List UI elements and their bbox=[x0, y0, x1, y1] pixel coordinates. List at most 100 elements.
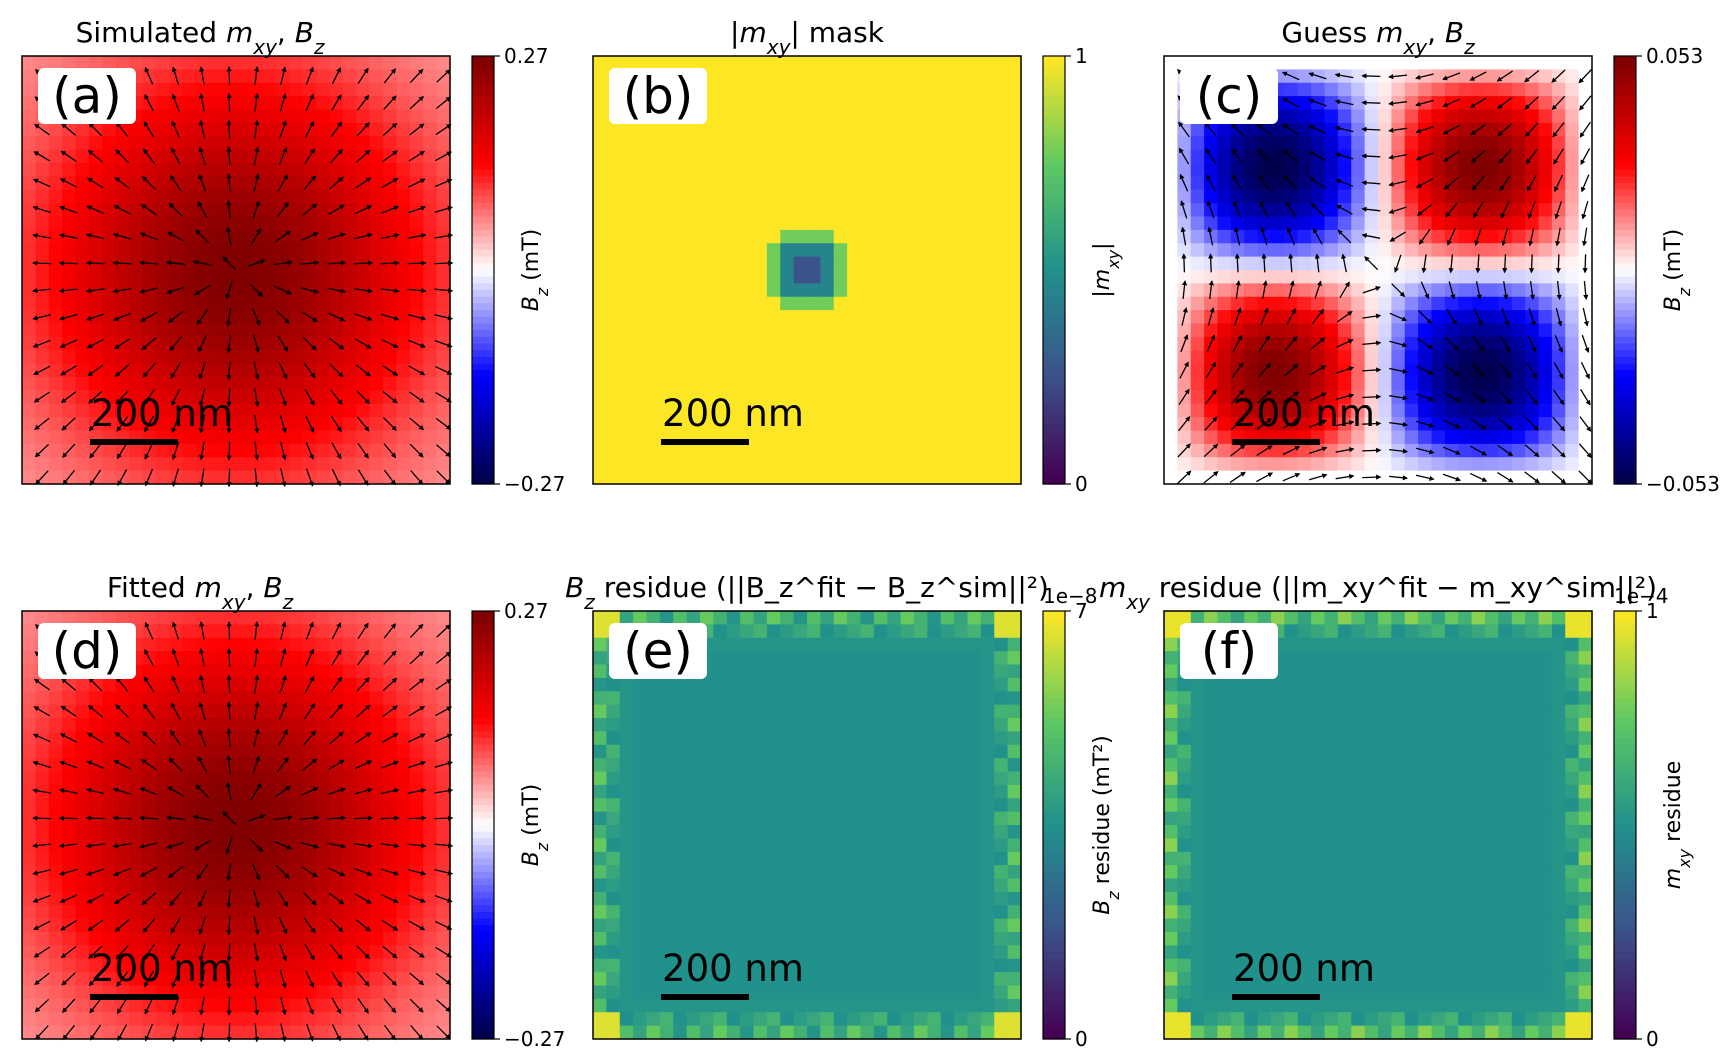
heatmap-cell bbox=[726, 350, 741, 365]
heatmap-cell bbox=[766, 69, 781, 84]
heatmap-cell bbox=[75, 122, 90, 137]
colorbar-segment bbox=[472, 296, 494, 305]
colorbar-segment bbox=[1614, 82, 1636, 91]
heatmap-cell bbox=[262, 744, 277, 759]
heatmap-cell bbox=[236, 136, 250, 151]
heatmap-cell bbox=[356, 296, 371, 311]
heatmap-cell bbox=[1485, 203, 1499, 218]
magnetization-arrow bbox=[1581, 227, 1588, 247]
heatmap-cell bbox=[262, 417, 277, 432]
magnetization-arrow bbox=[382, 390, 398, 404]
magnetization-arrow bbox=[355, 364, 371, 377]
heatmap-cell bbox=[1565, 283, 1580, 298]
heatmap-cell bbox=[1230, 403, 1245, 418]
heatmap-cell bbox=[753, 122, 768, 137]
heatmap-cell bbox=[289, 851, 304, 866]
magnetization-arrow bbox=[58, 233, 78, 239]
heatmap-cell bbox=[1311, 377, 1326, 391]
heatmap-cell bbox=[209, 918, 224, 933]
heatmap-cell bbox=[780, 256, 795, 271]
colorbar-segment bbox=[472, 290, 494, 298]
colorbar-segment bbox=[1614, 290, 1636, 298]
heatmap-cell bbox=[847, 163, 862, 177]
magnetization-arrow bbox=[143, 121, 155, 138]
heatmap-cell bbox=[807, 216, 821, 231]
magnetization-arrow bbox=[86, 313, 105, 321]
heatmap-cell bbox=[316, 651, 331, 666]
heatmap-cell bbox=[1297, 229, 1312, 244]
heatmap-cell bbox=[1511, 109, 1526, 124]
heatmap-cell bbox=[954, 109, 969, 124]
heatmap-cell bbox=[155, 798, 170, 813]
magnetization-arrow bbox=[171, 468, 179, 487]
magnetization-arrow bbox=[278, 147, 288, 165]
colorbar-segment bbox=[1043, 437, 1065, 445]
heatmap-cell bbox=[343, 958, 357, 973]
heatmap-cell bbox=[860, 270, 875, 284]
magnetization-arrow bbox=[1282, 124, 1300, 135]
heatmap-cell bbox=[1284, 243, 1299, 258]
colorbar-segment bbox=[1614, 56, 1636, 64]
magnetization-arrow bbox=[434, 233, 454, 239]
heatmap-cell bbox=[833, 283, 848, 298]
heatmap-cell bbox=[1485, 443, 1499, 458]
heatmap-cell bbox=[1431, 122, 1446, 137]
heatmap-cell bbox=[1351, 470, 1366, 485]
heatmap-cell bbox=[329, 430, 344, 445]
heatmap-cell bbox=[316, 96, 331, 111]
heatmap-cell bbox=[423, 96, 438, 111]
magnetization-arrow bbox=[1286, 307, 1296, 326]
heatmap-cell bbox=[1565, 136, 1580, 151]
heatmap-cell bbox=[967, 109, 982, 124]
heatmap-cell bbox=[646, 149, 661, 164]
heatmap-cell bbox=[1378, 256, 1392, 271]
colorbar-segment bbox=[472, 216, 494, 224]
heatmap-cell bbox=[673, 56, 688, 70]
heatmap-cell bbox=[369, 865, 384, 880]
heatmap-cell bbox=[659, 283, 674, 298]
heatmap-cell bbox=[182, 851, 197, 866]
heatmap-cell bbox=[766, 229, 781, 244]
heatmap-cell bbox=[88, 403, 103, 418]
heatmap-cell bbox=[262, 136, 277, 151]
heatmap-cell bbox=[954, 336, 969, 351]
heatmap-cell bbox=[1525, 296, 1540, 311]
heatmap-cell bbox=[1324, 417, 1339, 432]
heatmap-cell bbox=[262, 443, 277, 458]
heatmap-cell bbox=[954, 283, 969, 298]
heatmap-cell bbox=[262, 1012, 277, 1027]
heatmap-cell bbox=[1551, 82, 1566, 97]
magnetization-arrow bbox=[171, 93, 180, 112]
magnetization-arrow bbox=[1416, 365, 1434, 375]
magnetization-arrow bbox=[1551, 443, 1566, 458]
heatmap-cell bbox=[88, 457, 103, 472]
heatmap-cell bbox=[1284, 216, 1299, 231]
heatmap-cell bbox=[1565, 403, 1580, 418]
heatmap-cell bbox=[1351, 310, 1366, 325]
heatmap-cell bbox=[1244, 310, 1259, 325]
heatmap-cell bbox=[700, 270, 714, 284]
magnetization-arrow bbox=[198, 361, 207, 380]
heatmap-cell bbox=[423, 229, 438, 244]
heatmap-cell bbox=[954, 457, 969, 472]
heatmap-cell bbox=[646, 336, 661, 351]
heatmap-cell bbox=[62, 430, 77, 445]
heatmap-cell bbox=[369, 310, 384, 325]
heatmap-cell bbox=[102, 403, 117, 418]
heatmap-cell bbox=[847, 403, 862, 418]
heatmap-cell bbox=[1007, 323, 1022, 338]
heatmap-cell bbox=[75, 677, 90, 692]
magnetization-arrow bbox=[1335, 204, 1353, 215]
heatmap-cell bbox=[1164, 82, 1178, 97]
heatmap-cell bbox=[940, 56, 955, 70]
heatmap-cell bbox=[102, 189, 117, 204]
heatmap-cell bbox=[673, 296, 688, 311]
heatmap-cell bbox=[129, 744, 143, 759]
heatmap-cell bbox=[766, 283, 781, 298]
magnetization-arrow bbox=[226, 441, 232, 461]
heatmap-cell bbox=[740, 403, 755, 418]
heatmap-cell bbox=[48, 443, 63, 458]
heatmap-cell bbox=[673, 189, 688, 204]
heatmap-cell bbox=[659, 377, 674, 391]
heatmap-cell bbox=[302, 691, 317, 706]
